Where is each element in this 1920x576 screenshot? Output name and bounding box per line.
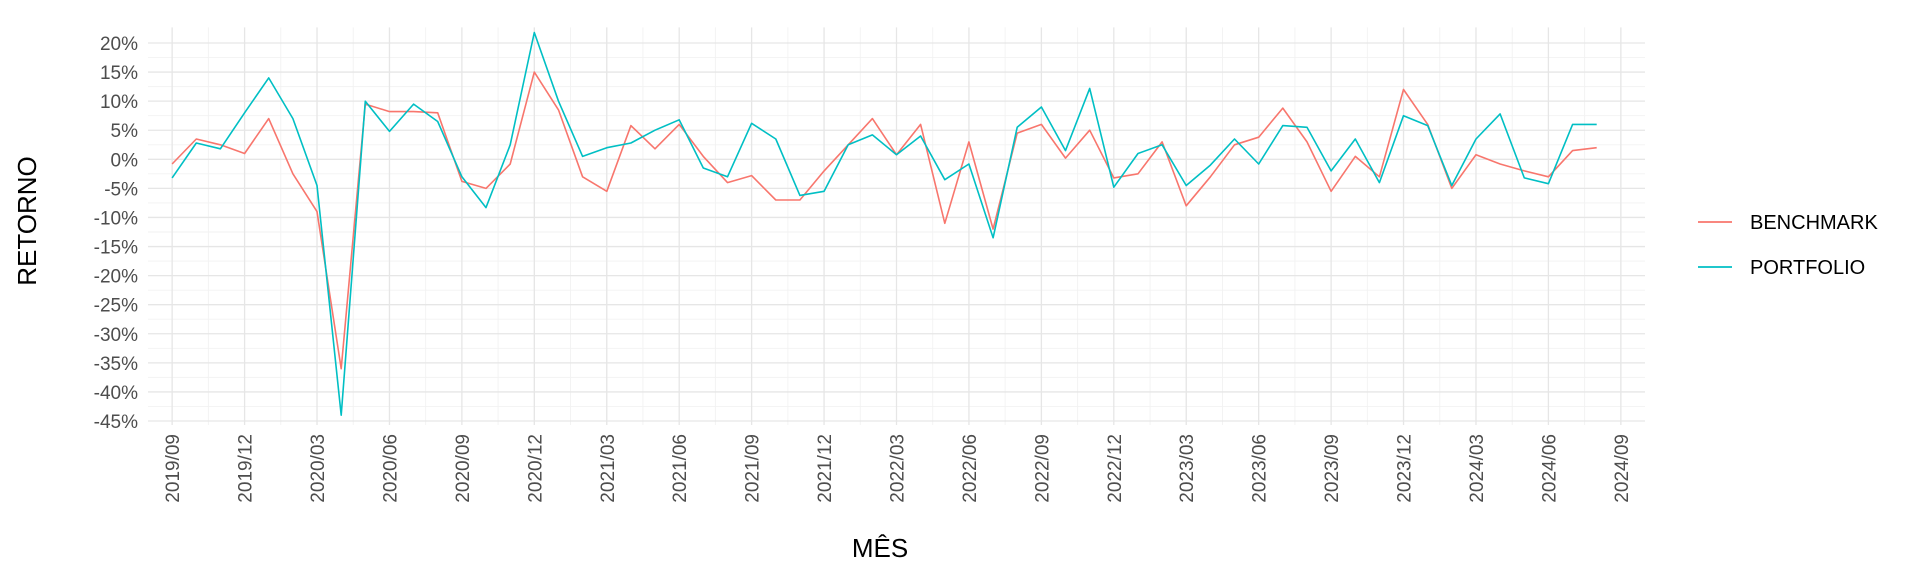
legend: BENCHMARK PORTFOLIO bbox=[1698, 212, 1878, 279]
x-tick-label: 2022/09 bbox=[1032, 434, 1053, 503]
x-tick-label: 2021/12 bbox=[815, 434, 836, 503]
y-tick-label: -30% bbox=[94, 325, 138, 346]
x-tick-label: 2023/12 bbox=[1395, 434, 1416, 503]
major-gridlines bbox=[148, 27, 1645, 425]
y-tick-label: 20% bbox=[100, 34, 138, 55]
x-axis-tick-labels: 2019/09 2019/12 2020/03 2020/06 2020/09 2020/… bbox=[163, 434, 1633, 503]
y-tick-label: -35% bbox=[94, 354, 138, 375]
x-tick-label: 2021/03 bbox=[598, 434, 619, 503]
series-line-benchmark bbox=[171, 71, 1597, 370]
x-tick-label: 2023/09 bbox=[1322, 434, 1343, 503]
y-tick-label: 5% bbox=[111, 121, 139, 142]
x-tick-label: 2022/12 bbox=[1105, 434, 1126, 503]
x-tick-label: 2020/06 bbox=[381, 434, 402, 503]
x-axis-title: MÊS bbox=[852, 533, 908, 563]
y-tick-label: 0% bbox=[111, 150, 139, 171]
x-tick-label: 2023/03 bbox=[1177, 434, 1198, 503]
y-tick-label: 15% bbox=[100, 63, 138, 84]
x-tick-label: 2020/03 bbox=[308, 434, 329, 503]
legend-label-portfolio: PORTFOLIO bbox=[1750, 257, 1865, 279]
y-tick-label: -10% bbox=[94, 208, 138, 229]
x-tick-label: 2022/03 bbox=[888, 434, 909, 503]
y-tick-label: -15% bbox=[94, 238, 138, 259]
x-tick-label: 2024/03 bbox=[1467, 434, 1488, 503]
x-tick-label: 2024/06 bbox=[1539, 434, 1560, 503]
series-lines bbox=[171, 31, 1597, 417]
x-tick-label: 2023/06 bbox=[1250, 434, 1271, 503]
x-tick-label: 2019/12 bbox=[236, 434, 257, 503]
x-tick-label: 2021/06 bbox=[670, 434, 691, 503]
x-tick-label: 2020/09 bbox=[453, 434, 474, 503]
y-tick-label: -40% bbox=[94, 383, 138, 404]
y-tick-label: -20% bbox=[94, 267, 138, 288]
y-tick-label: -25% bbox=[94, 296, 138, 317]
x-tick-label: 2022/06 bbox=[960, 434, 981, 503]
series-line-portfolio bbox=[171, 31, 1597, 417]
legend-label-benchmark: BENCHMARK bbox=[1750, 212, 1878, 234]
y-tick-label: 10% bbox=[100, 92, 138, 113]
y-axis-tick-labels: 20% 15% 10% 5% 0% -5% -10% -15% -20% -25% -30% -35%… bbox=[94, 34, 138, 433]
y-tick-label: -5% bbox=[104, 179, 138, 200]
y-tick-label: -45% bbox=[94, 412, 138, 433]
x-tick-label: 2019/09 bbox=[163, 434, 184, 503]
x-tick-label: 2020/12 bbox=[525, 434, 546, 503]
x-tick-label: 2021/09 bbox=[743, 434, 764, 503]
y-axis-title: RETORNO bbox=[12, 156, 42, 286]
x-tick-label: 2024/09 bbox=[1612, 434, 1633, 503]
